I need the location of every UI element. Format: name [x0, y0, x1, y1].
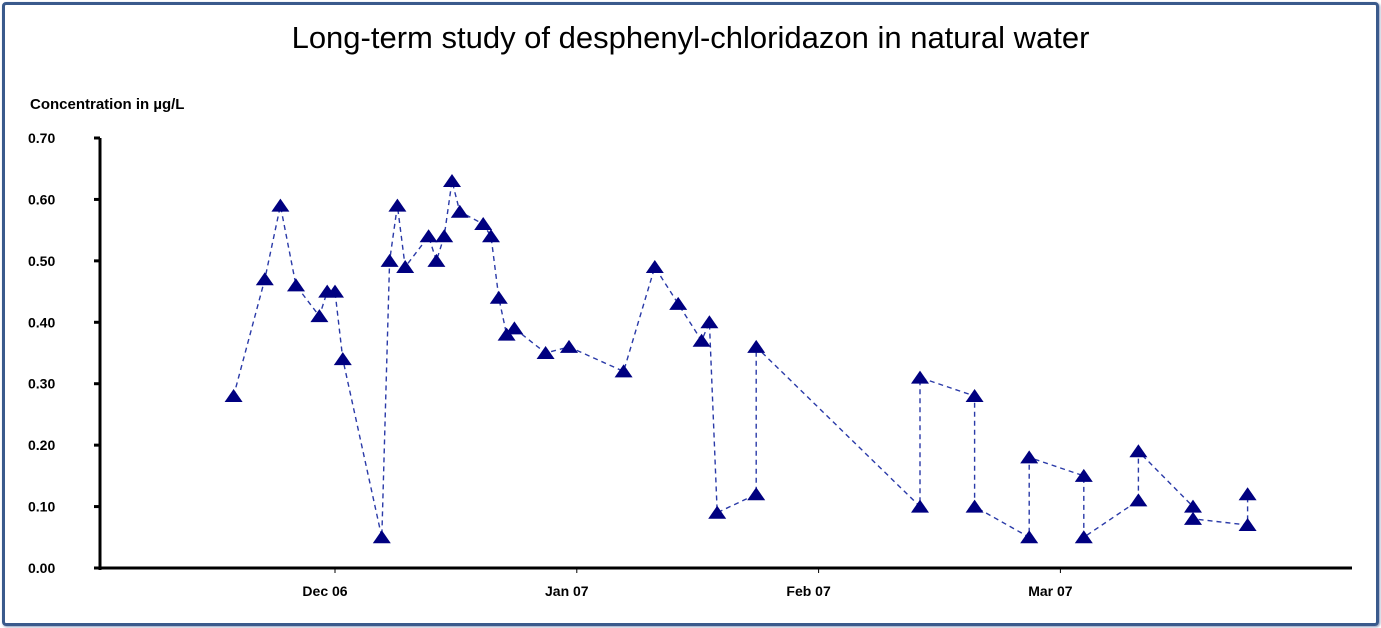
data-point-triangle	[560, 339, 578, 353]
data-point-triangle	[614, 364, 633, 378]
data-point-triangle	[396, 260, 415, 273]
data-point-triangle	[536, 346, 555, 359]
data-point-triangle	[692, 333, 711, 347]
data-point-triangle	[1020, 450, 1039, 464]
data-point-triangle	[1184, 511, 1202, 525]
series-line	[232, 180, 1249, 539]
data-point-triangle	[450, 204, 469, 218]
data-point-triangle	[287, 278, 305, 292]
data-point-triangle	[1184, 499, 1202, 513]
data-point-triangle	[669, 296, 688, 310]
data-point-triangle	[443, 174, 461, 187]
y-axis-label: Concentration in µg/L	[30, 96, 185, 113]
data-point-triangle	[965, 389, 984, 402]
data-point-triangle	[1129, 493, 1148, 507]
data-point-triangle	[489, 290, 508, 304]
x-tick-label: Jan 07	[545, 583, 589, 599]
y-tick-label: 0.40	[28, 314, 55, 330]
y-tick-label: 0.20	[28, 437, 55, 453]
data-point-triangle	[333, 352, 352, 366]
data-point-triangle	[372, 530, 391, 544]
y-tick-label: 0.10	[28, 499, 55, 515]
data-point-triangle	[271, 198, 290, 212]
data-point-triangle	[1074, 468, 1093, 482]
data-point-triangle	[645, 260, 664, 273]
data-point-triangle	[419, 229, 438, 243]
data-point-triangle	[965, 499, 984, 513]
x-tick-label: Feb 07	[786, 583, 831, 599]
data-point-triangle	[1129, 444, 1148, 458]
y-tick-label: 0.50	[28, 253, 55, 269]
data-point-triangle	[326, 284, 344, 298]
data-point-triangle	[747, 487, 766, 501]
data-point-triangle	[380, 253, 399, 267]
y-tick-label: 0.30	[28, 376, 55, 392]
data-point-triangle	[255, 272, 274, 286]
data-point-triangle	[435, 229, 454, 243]
data-point-triangle	[747, 339, 766, 353]
data-point-triangle	[1074, 530, 1093, 544]
y-tick-label: 0.60	[28, 191, 55, 207]
data-point-triangle	[505, 321, 524, 335]
x-tick-label: Mar 07	[1028, 583, 1073, 599]
data-point-triangle	[911, 499, 929, 513]
data-point-triangle	[310, 309, 329, 323]
chart-title: Long-term study of desphenyl-chloridazon…	[291, 20, 1090, 55]
y-tick-label: 0.70	[28, 130, 55, 146]
data-point-triangle	[482, 229, 500, 243]
y-tick-label: 0.00	[28, 560, 55, 576]
data-point-triangle	[224, 389, 243, 402]
data-point-triangle	[700, 315, 719, 329]
data-point-triangle	[708, 505, 727, 519]
data-point-triangle	[1238, 518, 1257, 531]
data-point-triangle	[474, 217, 493, 230]
x-tick-label: Dec 06	[302, 583, 347, 599]
data-point-triangle	[388, 198, 407, 212]
data-point-triangle	[427, 253, 446, 267]
data-point-triangle	[911, 370, 929, 384]
data-point-triangle	[1238, 487, 1257, 501]
data-point-triangle	[1020, 530, 1039, 544]
